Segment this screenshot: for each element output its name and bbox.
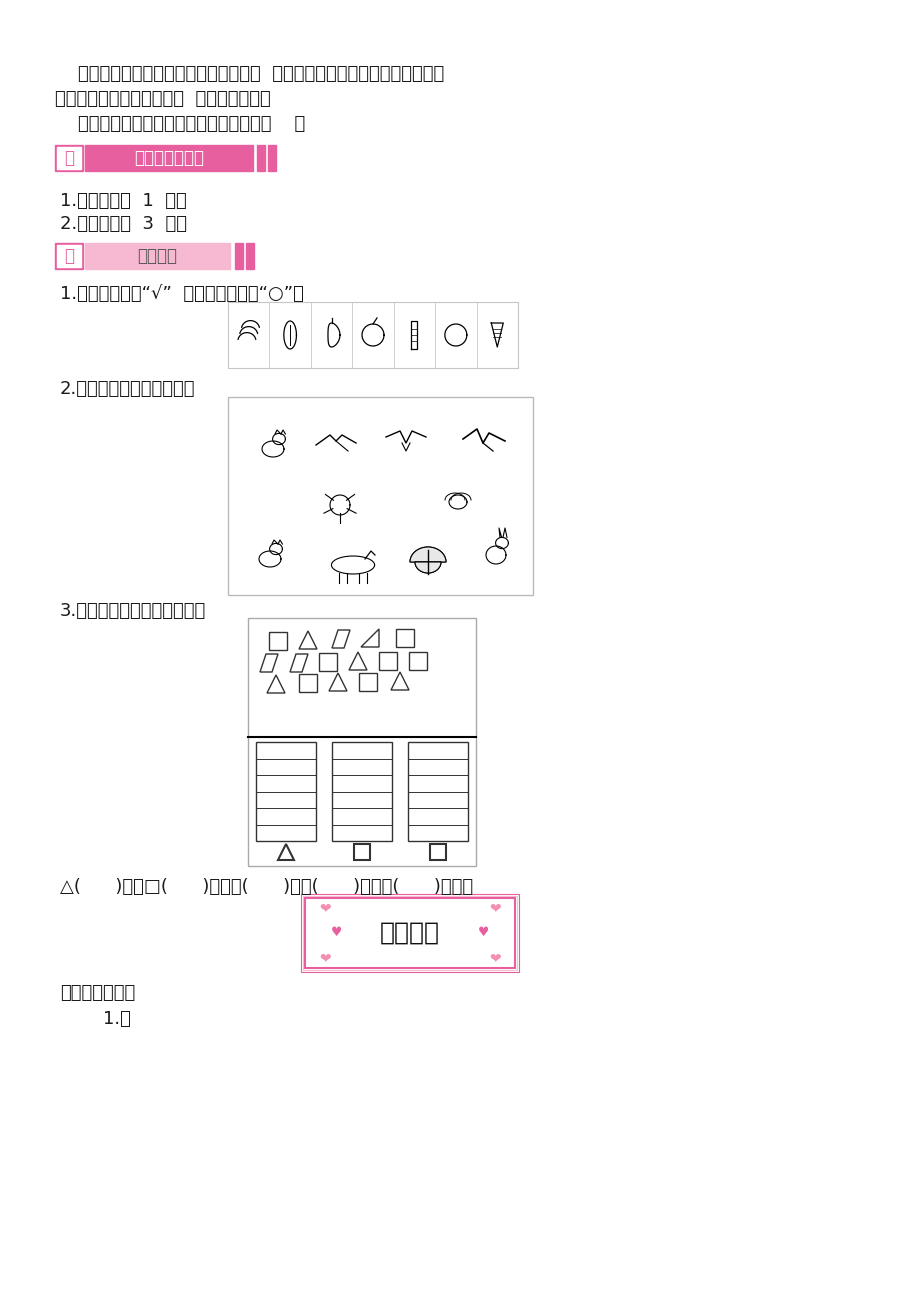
- Text: 三: 三: [64, 149, 74, 167]
- Text: ❤: ❤: [489, 951, 500, 966]
- Bar: [429, 844, 446, 860]
- FancyBboxPatch shape: [57, 147, 81, 169]
- Text: 课堂作业新设计: 课堂作业新设计: [134, 149, 204, 167]
- FancyBboxPatch shape: [248, 618, 475, 866]
- Text: 四: 四: [64, 248, 74, 265]
- Text: 思维训练: 思维训练: [137, 248, 176, 265]
- Bar: [354, 844, 369, 860]
- Bar: [255, 741, 315, 840]
- FancyBboxPatch shape: [267, 145, 276, 171]
- Bar: [407, 741, 468, 840]
- FancyBboxPatch shape: [85, 145, 253, 171]
- Text: 样的，只要学生说得有道理  ，就应该肯定。: 样的，只要学生说得有道理 ，就应该肯定。: [55, 90, 270, 108]
- Text: 2.把会飞的动物涂上颜色。: 2.把会飞的动物涂上颜色。: [60, 380, 196, 397]
- Text: 参考答案: 参考答案: [380, 921, 439, 945]
- Bar: [395, 629, 414, 648]
- Bar: [409, 652, 426, 670]
- FancyBboxPatch shape: [305, 898, 515, 968]
- Text: ❤: ❤: [489, 900, 500, 915]
- FancyBboxPatch shape: [256, 145, 265, 171]
- Polygon shape: [414, 562, 440, 573]
- Bar: [358, 674, 377, 691]
- FancyBboxPatch shape: [228, 397, 532, 595]
- Text: 1.练习七的第  1  题。: 1.练习七的第 1 题。: [60, 192, 187, 210]
- FancyBboxPatch shape: [85, 242, 230, 268]
- Text: 1.在水果下面画“√”  ，在蔬菜下面画“○”。: 1.在水果下面画“√” ，在蔬菜下面画“○”。: [60, 285, 303, 304]
- Polygon shape: [414, 562, 440, 573]
- Bar: [319, 653, 336, 671]
- Text: 3.数一数，涂一涂，填一填。: 3.数一数，涂一涂，填一填。: [60, 602, 206, 620]
- FancyBboxPatch shape: [55, 242, 83, 268]
- Text: ❤: ❤: [319, 900, 331, 915]
- Text: △(      )个，□(      )个，？(      )个。(      )最多，(      )最少。: △( )个，□( )个，？( )个。( )最多，( )最少。: [60, 878, 472, 896]
- Bar: [299, 674, 317, 692]
- Text: ❤: ❤: [319, 951, 331, 966]
- FancyBboxPatch shape: [245, 242, 254, 268]
- Bar: [268, 632, 287, 650]
- Text: 2.练习七的第  3  题。: 2.练习七的第 3 题。: [60, 215, 187, 233]
- Bar: [332, 741, 391, 840]
- FancyBboxPatch shape: [228, 302, 517, 367]
- Text: 课堂作业新设计: 课堂作业新设计: [60, 984, 135, 1002]
- Text: （如有的同学按颜色分，有的按个数分等    ）: （如有的同学按颜色分，有的按个数分等 ）: [55, 115, 305, 133]
- FancyBboxPatch shape: [55, 145, 83, 171]
- FancyBboxPatch shape: [57, 245, 81, 267]
- Text: ♥: ♥: [477, 926, 489, 939]
- Polygon shape: [410, 547, 446, 562]
- Text: ♥: ♥: [331, 926, 342, 939]
- Text: 学生每次分完，都要说说是按什么分的  ，为什么不同的同学分的结果是不一: 学生每次分完，都要说说是按什么分的 ，为什么不同的同学分的结果是不一: [55, 65, 444, 83]
- FancyBboxPatch shape: [234, 242, 243, 268]
- Text: 1.略: 1.略: [80, 1010, 130, 1028]
- Bar: [379, 652, 397, 670]
- Polygon shape: [410, 547, 446, 562]
